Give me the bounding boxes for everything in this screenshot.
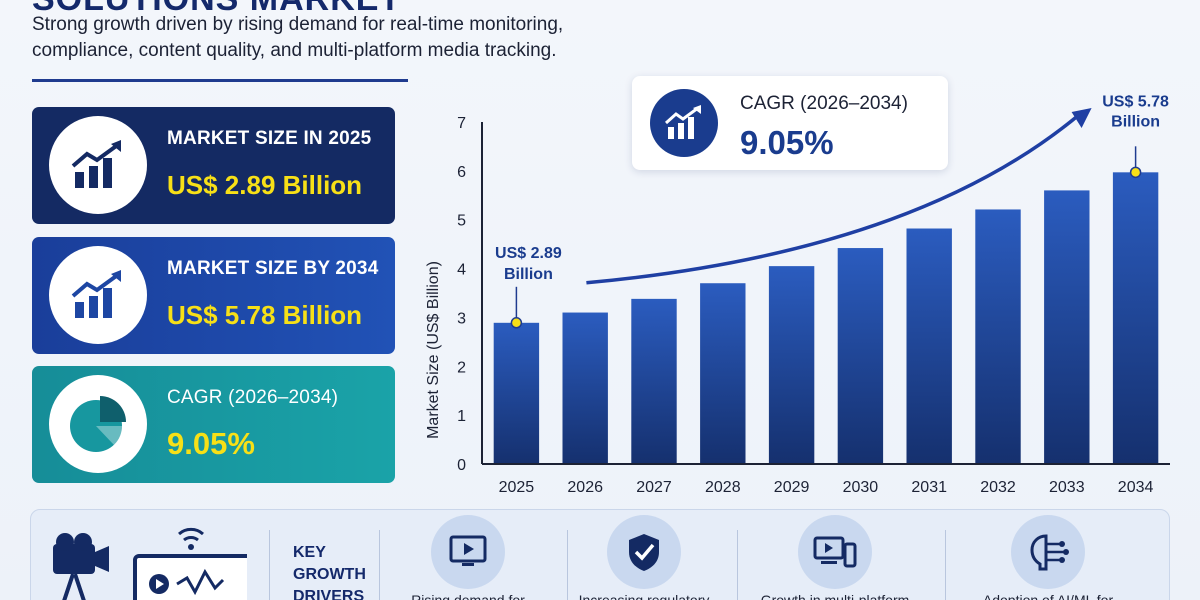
subtitle-line-2: compliance, content quality, and multi-p… bbox=[32, 40, 557, 61]
bar-2032 bbox=[975, 209, 1021, 464]
heading-line: KEY bbox=[293, 544, 326, 561]
devices-icon bbox=[798, 515, 872, 589]
pie-chart-icon bbox=[49, 375, 147, 473]
card-label: MARKET SIZE IN 2025 bbox=[167, 128, 372, 149]
card-value: 9.05% bbox=[167, 426, 255, 461]
x-tick-label: 2034 bbox=[1118, 479, 1154, 496]
growth-chart-icon bbox=[49, 116, 147, 214]
monitor-play-icon bbox=[431, 515, 505, 589]
cagr-callout-value: 9.05% bbox=[740, 124, 834, 161]
x-tick-label: 2030 bbox=[843, 479, 879, 496]
y-tick-label: 5 bbox=[457, 213, 466, 230]
card-value: US$ 2.89 Billion bbox=[167, 170, 363, 200]
annotation-marker bbox=[510, 317, 523, 329]
annotation-marker bbox=[1129, 166, 1142, 179]
cagr-card: CAGR (2026–2034) 9.05% bbox=[32, 366, 395, 483]
x-tick-label: 2033 bbox=[1049, 479, 1085, 496]
subtitle-line-1: Strong growth driven by rising demand fo… bbox=[32, 14, 564, 35]
divider bbox=[379, 530, 380, 600]
y-tick-label: 6 bbox=[457, 164, 466, 181]
x-tick-label: 2031 bbox=[911, 479, 947, 496]
market-size-bar-chart: 0 1 2 3 4 5 6 7 2025 2026 2027 2028 2029 2030 2031 203… bbox=[425, 93, 1170, 496]
bar-2025 bbox=[493, 322, 540, 464]
market-size-2025-card: MARKET SIZE IN 2025 US$ 2.89 Billion bbox=[32, 107, 395, 224]
bar-2034 bbox=[1112, 172, 1159, 464]
page-title: SOLUTIONS MARKET bbox=[32, 0, 401, 19]
x-tick-label: 2025 bbox=[499, 479, 535, 496]
divider bbox=[269, 530, 270, 600]
trend-arrow-line bbox=[586, 114, 1079, 285]
cagr-callout: CAGR (2026–2034) 9.05% bbox=[632, 76, 948, 170]
y-tick-label: 7 bbox=[457, 115, 466, 132]
key-growth-drivers-panel: KEY GROWTH DRIVERS Rising demand for Inc… bbox=[30, 509, 1170, 600]
broadcast-camera-monitor-icon bbox=[53, 527, 247, 600]
cagr-callout-label: CAGR (2026–2034) bbox=[740, 93, 908, 114]
bar-2030 bbox=[837, 248, 884, 464]
y-tick-label: 4 bbox=[457, 262, 466, 279]
shield-check-icon bbox=[607, 515, 681, 589]
driver-text: Rising demand for bbox=[411, 592, 525, 600]
driver-text: Increasing regulatory bbox=[578, 592, 710, 600]
card-label: CAGR (2026–2034) bbox=[167, 387, 339, 408]
heading-line: DRIVERS bbox=[293, 588, 365, 600]
annotation-label: US$ 5.78 bbox=[1102, 93, 1169, 110]
x-tick-label: 2028 bbox=[705, 479, 741, 496]
divider bbox=[567, 530, 568, 600]
y-tick-label: 3 bbox=[457, 310, 466, 327]
bar-2033 bbox=[1044, 190, 1090, 464]
bar-2031 bbox=[906, 228, 952, 464]
growth-chart-icon bbox=[49, 246, 147, 344]
annotation-label: Billion bbox=[1111, 113, 1160, 130]
annotation-label: Billion bbox=[504, 266, 553, 283]
y-tick-label: 0 bbox=[457, 457, 466, 474]
trend-arrow-head bbox=[1071, 108, 1092, 128]
x-tick-label: 2027 bbox=[636, 479, 672, 496]
bar-2029 bbox=[768, 266, 815, 464]
growth-chart-icon bbox=[650, 89, 718, 157]
subtitle-divider bbox=[32, 79, 408, 82]
market-size-2034-card: MARKET SIZE BY 2034 US$ 5.78 Billion bbox=[32, 237, 395, 354]
divider bbox=[945, 530, 946, 600]
card-value: US$ 5.78 Billion bbox=[167, 300, 363, 330]
annotation-label: US$ 2.89 bbox=[495, 245, 562, 262]
ai-brain-icon bbox=[1011, 515, 1085, 589]
divider bbox=[737, 530, 738, 600]
driver-text: Growth in multi-platform bbox=[760, 592, 910, 600]
x-tick-label: 2032 bbox=[980, 479, 1016, 496]
bar-2028 bbox=[700, 283, 746, 464]
x-tick-label: 2029 bbox=[774, 479, 810, 496]
bar-2027 bbox=[631, 298, 677, 464]
y-tick-label: 2 bbox=[457, 359, 466, 376]
bar-2026 bbox=[562, 312, 608, 464]
key-growth-drivers-heading: KEY GROWTH DRIVERS bbox=[293, 542, 373, 600]
heading-line: GROWTH bbox=[293, 566, 366, 583]
y-tick-label: 1 bbox=[457, 408, 466, 425]
page-subtitle: Strong growth driven by rising demand fo… bbox=[32, 12, 632, 64]
driver-text: Adoption of AI/ML for bbox=[982, 592, 1114, 600]
card-label: MARKET SIZE BY 2034 bbox=[167, 258, 379, 279]
y-axis-title: Market Size (US$ Billion) bbox=[425, 261, 442, 439]
x-tick-label: 2026 bbox=[567, 479, 603, 496]
